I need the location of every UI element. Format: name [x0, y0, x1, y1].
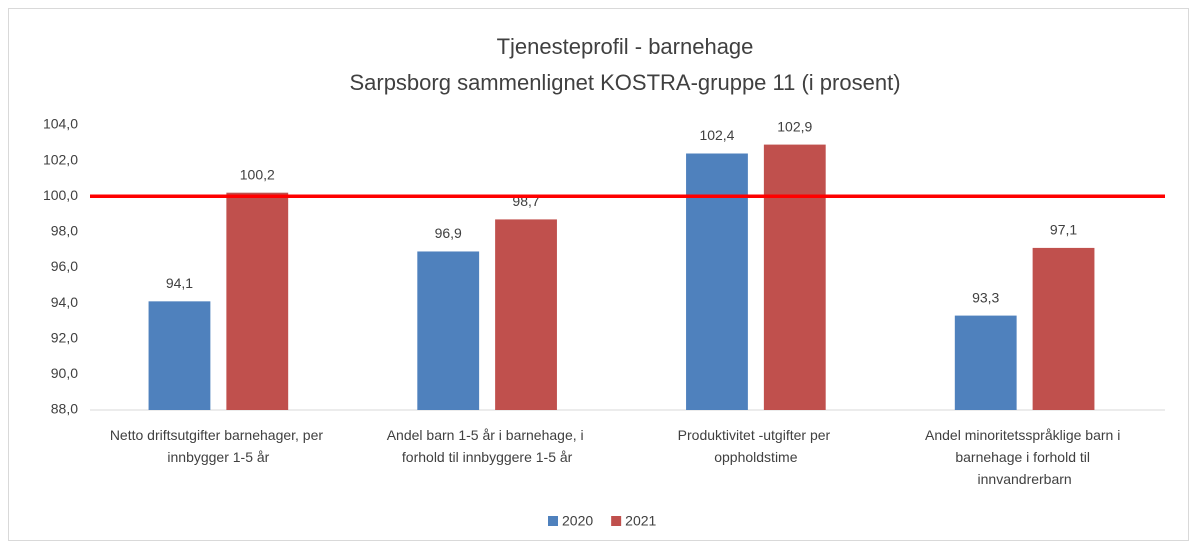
- bar: [495, 219, 557, 410]
- bar: [954, 315, 1017, 410]
- y-tick-label: 92,0: [51, 329, 78, 345]
- bar: [1032, 247, 1095, 410]
- value-label: 100,2: [240, 166, 275, 182]
- legend-swatch: [548, 516, 558, 526]
- y-tick-label: 96,0: [51, 258, 78, 274]
- legend-label: 2020: [562, 513, 593, 529]
- bar: [763, 144, 826, 410]
- x-tick-label: Andel minoritetsspråklige barn i barneha…: [925, 427, 1124, 487]
- value-label: 97,1: [1050, 222, 1077, 238]
- x-tick-label: Andel barn 1-5 år i barnehage, i forhold…: [387, 427, 588, 465]
- value-label: 102,9: [777, 118, 812, 134]
- x-tick-label: Produktivitet -utgifter per oppholdstime: [678, 427, 834, 465]
- y-tick-label: 94,0: [51, 294, 78, 310]
- y-tick-label: 88,0: [51, 401, 78, 417]
- y-tick-label: 104,0: [43, 116, 78, 132]
- chart-title: Tjenesteprofil - barnehage: [497, 34, 754, 59]
- bar: [417, 251, 480, 410]
- chart-subtitle: Sarpsborg sammenlignet KOSTRA-gruppe 11 …: [349, 70, 900, 95]
- bar: [226, 192, 289, 410]
- x-tick-label: Netto driftsutgifter barnehager, per inn…: [110, 427, 327, 465]
- chart-border: [8, 8, 1189, 541]
- y-tick-label: 102,0: [43, 151, 78, 167]
- legend-label: 2021: [625, 513, 656, 529]
- y-tick-label: 100,0: [43, 187, 78, 203]
- bar: [148, 301, 211, 410]
- y-tick-label: 98,0: [51, 223, 78, 239]
- value-label: 93,3: [972, 289, 999, 305]
- bar: [686, 153, 748, 410]
- legend-swatch: [611, 516, 622, 526]
- y-tick-label: 90,0: [51, 365, 78, 381]
- value-label: 94,1: [166, 275, 193, 291]
- value-label: 96,9: [435, 225, 462, 241]
- value-label: 102,4: [699, 127, 734, 143]
